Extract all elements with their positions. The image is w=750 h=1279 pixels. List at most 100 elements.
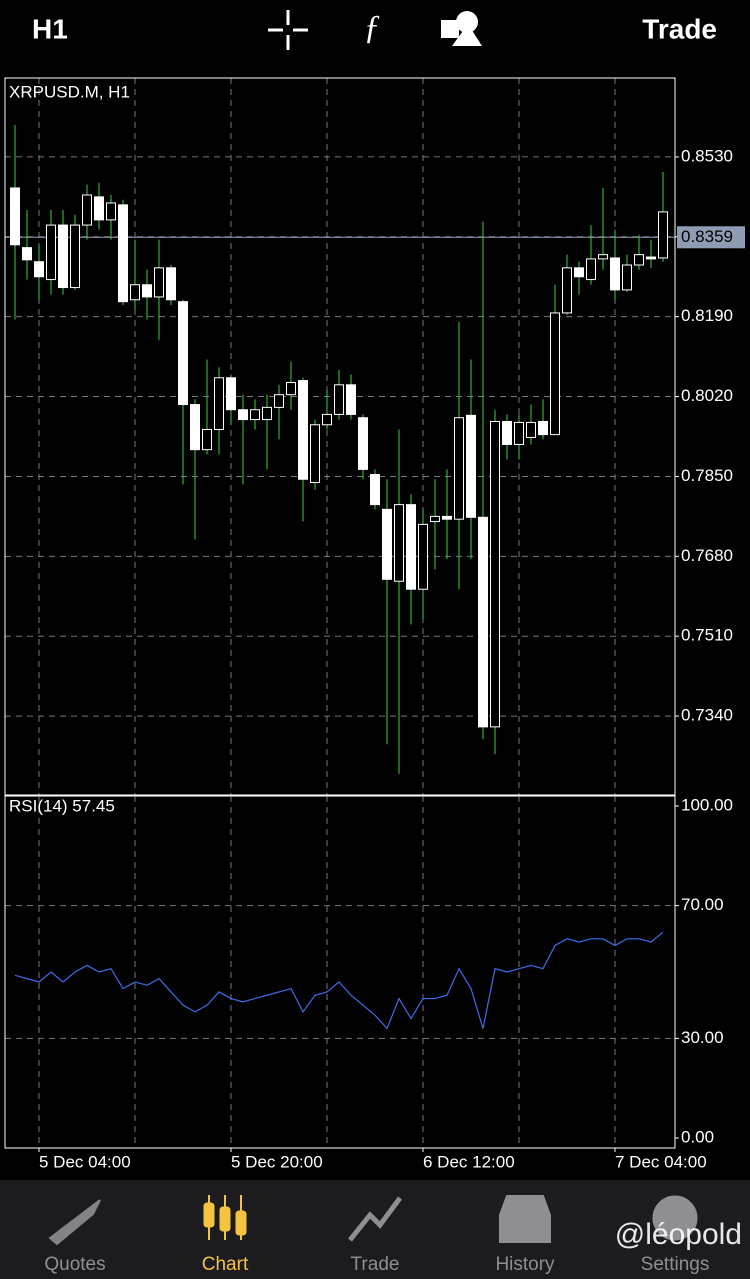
candle-body — [562, 267, 572, 314]
chart: 0.85300.83600.81900.80200.78500.76800.75… — [4, 77, 745, 1171]
symbol-label: XRPUSD.M, H1 — [9, 82, 130, 101]
tab-label[interactable]: Chart — [202, 1254, 249, 1275]
icon-shape — [652, 1195, 698, 1241]
tab-icon[interactable] — [348, 1196, 403, 1242]
y-tick-label: 0.8190 — [681, 306, 733, 325]
candle-body — [382, 508, 392, 580]
candle-body — [130, 284, 140, 301]
candle-body — [310, 424, 320, 484]
tab-icon[interactable] — [499, 1195, 551, 1243]
candle-body — [58, 224, 68, 289]
icon-shape — [48, 1199, 101, 1246]
y-tick-label: 0.8020 — [681, 386, 733, 405]
icon-shape — [499, 1195, 551, 1243]
candle-body — [442, 515, 452, 520]
y-tick-label: 0.00 — [681, 1127, 714, 1146]
y-tick-label: 0.7680 — [681, 546, 733, 565]
candle-body — [274, 394, 284, 408]
candle-body — [658, 211, 668, 259]
candle-body — [22, 247, 32, 261]
tab-label[interactable]: Settings — [641, 1254, 710, 1275]
watermark: @léopold — [615, 1218, 742, 1251]
tab-icon[interactable] — [652, 1195, 698, 1241]
x-tick-label: 7 Dec 04:00 — [615, 1152, 707, 1171]
candle-body — [346, 384, 356, 415]
candle-body — [550, 312, 560, 436]
candle-body — [334, 384, 344, 415]
candle-body — [370, 474, 380, 506]
y-tick-label: 0.7850 — [681, 466, 733, 485]
indicators-icon[interactable]: ƒ — [364, 9, 381, 46]
candle-body — [106, 202, 116, 221]
candle-body — [478, 516, 488, 728]
y-tick-label: 100.00 — [681, 795, 733, 814]
candle-body — [574, 267, 584, 278]
candle-body — [526, 421, 536, 438]
tab-label[interactable]: Trade — [351, 1254, 400, 1275]
candle-body — [178, 301, 188, 406]
y-tick-label: 70.00 — [681, 895, 724, 914]
rsi-panel-frame — [4, 795, 676, 1149]
candle-body — [46, 224, 56, 281]
candle-body — [34, 261, 44, 278]
tab-bar — [0, 1180, 750, 1279]
candle-body — [406, 504, 416, 590]
tab-label[interactable]: History — [495, 1254, 555, 1275]
candle-body — [286, 381, 296, 396]
candle-body — [418, 523, 428, 590]
tab-label[interactable]: Quotes — [44, 1254, 105, 1275]
x-tick-label: 6 Dec 12:00 — [423, 1152, 515, 1171]
candle-body — [70, 224, 80, 289]
icon-shape — [219, 1206, 231, 1232]
tab-icon[interactable] — [203, 1195, 247, 1240]
candle-body — [430, 515, 440, 523]
candle-body — [646, 256, 656, 260]
candle-body — [490, 420, 500, 728]
candle-body — [94, 196, 104, 221]
candle-body — [622, 264, 632, 291]
candle-body — [82, 194, 92, 226]
y-tick-label: 0.7340 — [681, 706, 733, 725]
candle-body — [358, 417, 368, 470]
candle-body — [10, 187, 20, 246]
x-tick-label: 5 Dec 04:00 — [39, 1152, 131, 1171]
tab-icon[interactable] — [48, 1199, 101, 1246]
tabs: Quotes Chart Trade History Settings — [44, 1195, 709, 1275]
candle-body — [634, 254, 644, 266]
candle-body — [142, 284, 152, 298]
candle-body — [466, 414, 476, 518]
objects-icon[interactable] — [441, 11, 482, 46]
x-tick-label: 5 Dec 20:00 — [231, 1152, 323, 1171]
candle-body — [118, 204, 128, 303]
candle-body — [154, 267, 164, 298]
candle-body — [262, 406, 272, 421]
price-panel-frame — [4, 77, 676, 796]
icon-shape — [235, 1210, 247, 1236]
crosshair-icon[interactable] — [268, 10, 308, 50]
candle-body — [250, 409, 260, 421]
bid-label-box — [677, 226, 745, 249]
candle-body — [202, 428, 212, 451]
candle-body — [238, 409, 248, 421]
candle-body — [322, 413, 332, 426]
indicator-label: RSI(14) 57.45 — [9, 796, 115, 815]
bid-label: 0.8359 — [681, 227, 733, 246]
timeframe-button[interactable]: H1 — [32, 13, 68, 44]
candle-body — [298, 380, 308, 480]
y-tick-label: 30.00 — [681, 1028, 724, 1047]
icon-shape — [348, 1196, 403, 1242]
candle-body — [502, 420, 512, 445]
candle-body — [190, 404, 200, 451]
icon-shape — [203, 1202, 215, 1228]
trade-button[interactable]: Trade — [642, 13, 717, 44]
candle-body — [514, 421, 524, 445]
rsi-line — [14, 931, 664, 1030]
candle-body — [166, 267, 176, 301]
candle-body — [586, 258, 596, 281]
candle-body — [394, 504, 404, 582]
candle-body — [454, 417, 464, 520]
candle-body — [214, 377, 224, 430]
candle-body — [610, 257, 620, 291]
candle-body — [598, 254, 608, 260]
